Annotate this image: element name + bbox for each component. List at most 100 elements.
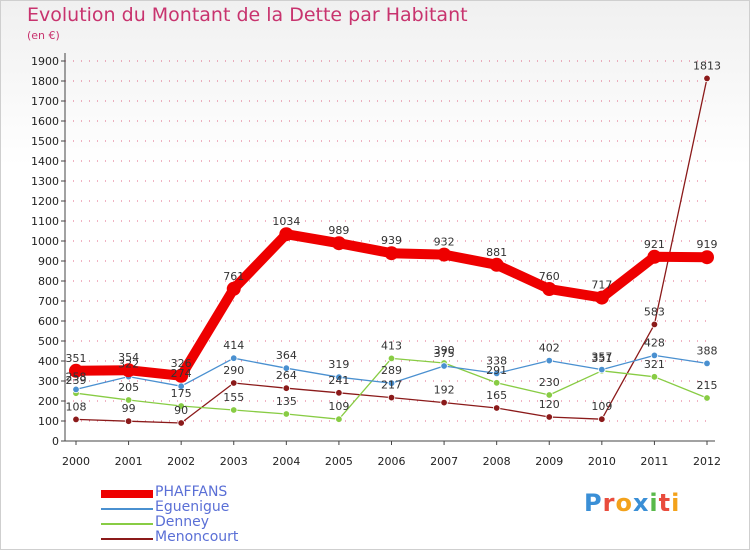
- data-label-menoncourt: 583: [644, 305, 665, 318]
- data-point-phaffans: [331, 236, 346, 251]
- y-tick-label: 800: [38, 275, 59, 288]
- data-label-eguenigue: 289: [381, 364, 402, 377]
- y-tick-label: 1500: [31, 135, 59, 148]
- y-tick-label: 1200: [31, 195, 59, 208]
- data-label-menoncourt: 120: [539, 398, 560, 411]
- data-label-menoncourt: 99: [122, 402, 136, 415]
- legend-swatch-phaffans: [101, 490, 153, 498]
- data-point-eguenigue: [545, 356, 553, 365]
- data-point-menoncourt: [72, 415, 80, 424]
- data-point-phaffans: [594, 290, 609, 305]
- data-point-phaffans: [647, 249, 662, 264]
- x-tick-label: 2005: [325, 455, 353, 468]
- legend-swatch-menoncourt: [101, 538, 153, 540]
- data-label-eguenigue: 322: [118, 358, 139, 371]
- data-label-phaffans: 326: [171, 357, 192, 370]
- logo-letter: r: [602, 489, 616, 517]
- data-point-menoncourt: [177, 419, 185, 427]
- data-point-phaffans: [437, 247, 452, 262]
- data-point-denney: [282, 410, 291, 418]
- legend-label-menoncourt: Menoncourt: [155, 529, 239, 545]
- y-tick-label: 1800: [31, 75, 59, 88]
- data-label-phaffans: 932: [434, 236, 455, 249]
- data-point-phaffans: [121, 363, 136, 378]
- data-label-menoncourt: 165: [486, 389, 507, 402]
- x-tick-label: 2002: [167, 455, 195, 468]
- data-label-denney: 155: [223, 391, 244, 404]
- data-label-eguenigue: 402: [539, 342, 560, 355]
- data-point-phaffans: [542, 282, 557, 296]
- x-tick-label: 2003: [220, 455, 248, 468]
- data-point-phaffans: [69, 363, 83, 378]
- data-label-denney: 215: [697, 379, 718, 392]
- data-label-denney: 390: [434, 344, 455, 357]
- data-label-denney: 135: [276, 395, 297, 408]
- data-label-denney: 175: [171, 387, 192, 400]
- data-point-menoncourt: [230, 379, 238, 387]
- data-label-denney: 230: [539, 376, 560, 389]
- data-label-menoncourt: 264: [276, 369, 297, 382]
- x-tick-label: 2007: [430, 455, 458, 468]
- data-label-phaffans: 760: [539, 270, 560, 283]
- logo-letter: o: [615, 489, 633, 517]
- data-point-eguenigue: [387, 379, 396, 387]
- data-label-phaffans: 354: [118, 351, 139, 364]
- legend-item-denney: Denney: [101, 514, 341, 532]
- data-point-denney: [335, 415, 343, 423]
- y-tick-label: 600: [38, 315, 59, 328]
- data-point-eguenigue: [230, 354, 238, 362]
- proxiti-logo: Proxiti: [584, 489, 680, 517]
- data-point-menoncourt: [282, 384, 291, 392]
- data-point-denney: [703, 394, 711, 402]
- y-tick-label: 300: [38, 375, 59, 388]
- logo-letter: P: [584, 489, 603, 517]
- data-point-denney: [124, 396, 133, 404]
- data-label-denney: 321: [644, 358, 665, 371]
- data-label-phaffans: 919: [697, 238, 718, 251]
- data-label-denney: 109: [328, 400, 349, 413]
- legend-item-phaffans: PHAFFANS: [101, 484, 341, 502]
- data-point-eguenigue: [598, 365, 606, 374]
- data-point-phaffans: [279, 227, 294, 242]
- y-tick-label: 1000: [31, 235, 59, 248]
- data-point-menoncourt: [335, 389, 343, 397]
- data-point-eguenigue: [335, 373, 343, 381]
- legend-swatch-eguenigue: [101, 508, 153, 510]
- data-label-phaffans: 351: [66, 352, 87, 365]
- data-label-phaffans: 761: [223, 270, 244, 283]
- logo-letter: t: [658, 489, 672, 517]
- y-tick-label: 400: [38, 355, 59, 368]
- chart-subtitle: (en €): [27, 29, 60, 42]
- data-point-phaffans: [489, 257, 504, 272]
- data-point-eguenigue: [650, 351, 659, 360]
- data-label-menoncourt: 1813: [693, 59, 721, 72]
- chart-title: Evolution du Montant de la Dette par Hab…: [27, 4, 468, 26]
- legend-item-eguenigue: Eguenigue: [101, 499, 341, 517]
- y-tick-label: 100: [38, 415, 59, 428]
- data-point-phaffans: [384, 246, 399, 261]
- data-label-phaffans: 1034: [272, 215, 300, 228]
- x-tick-label: 2006: [378, 455, 406, 468]
- data-label-eguenigue: 319: [328, 358, 349, 371]
- x-tick-label: 2012: [693, 455, 721, 468]
- legend-swatch-denney: [101, 523, 153, 525]
- data-label-phaffans: 939: [381, 234, 402, 247]
- data-point-menoncourt: [440, 398, 448, 407]
- y-tick-label: 900: [38, 255, 59, 268]
- data-point-eguenigue: [282, 364, 291, 372]
- y-tick-label: 1300: [31, 175, 59, 188]
- data-point-denney: [387, 354, 396, 363]
- y-tick-label: 1900: [31, 55, 59, 68]
- x-tick-label: 2001: [115, 455, 143, 468]
- data-label-denney: 239: [66, 374, 87, 387]
- data-label-denney: 205: [118, 381, 139, 394]
- data-point-menoncourt: [703, 74, 711, 83]
- data-point-eguenigue: [703, 359, 711, 368]
- y-tick-label: 1400: [31, 155, 59, 168]
- data-label-phaffans: 921: [644, 238, 665, 251]
- x-tick-label: 2011: [640, 455, 668, 468]
- data-label-denney: 351: [591, 352, 612, 365]
- data-point-denney: [177, 402, 185, 410]
- y-tick-label: 0: [52, 435, 59, 448]
